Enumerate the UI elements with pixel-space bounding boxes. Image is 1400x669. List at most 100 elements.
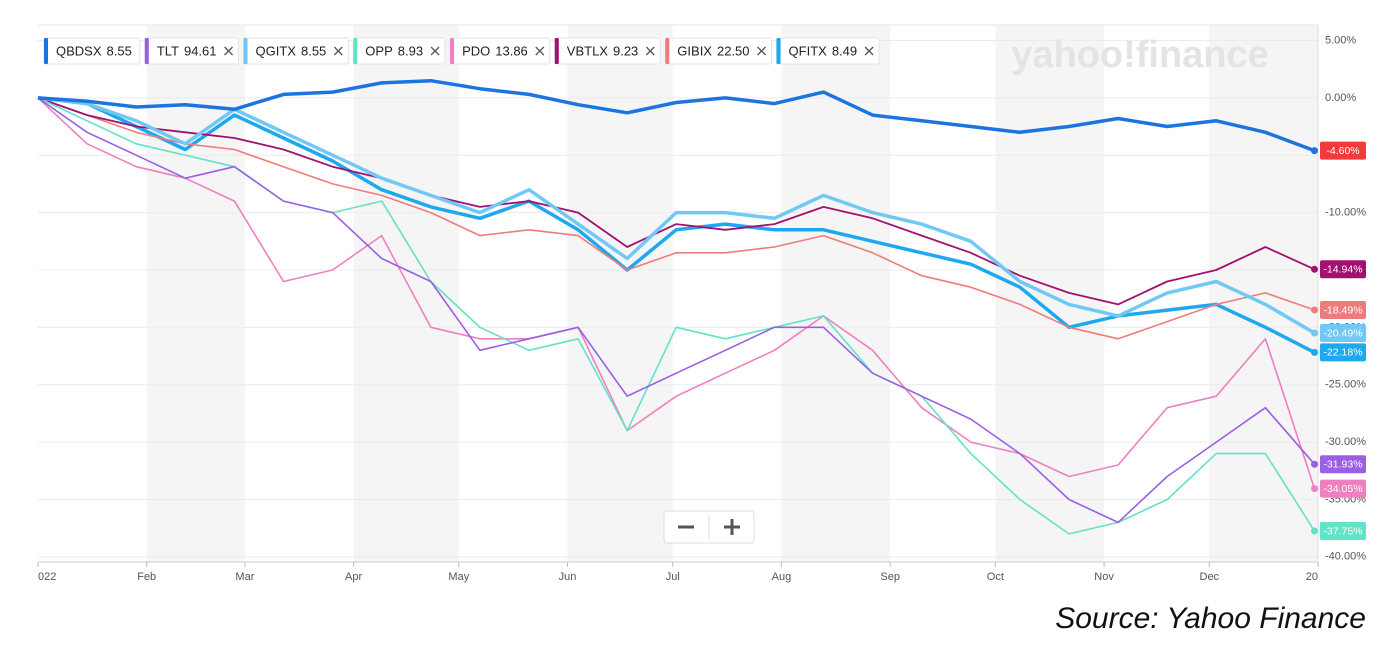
close-icon	[757, 46, 766, 56]
legend: QBDSX 8.55 TLT 94.61 QGITX 8.55 OPP 8.93 PDO 13.8…	[43, 37, 880, 65]
legend-swatch	[44, 38, 48, 64]
legend-remove[interactable]	[757, 46, 766, 56]
legend-remove[interactable]	[333, 46, 343, 56]
x-tick-label: Feb	[137, 571, 156, 583]
end-label-box	[1320, 301, 1366, 320]
legend-name: QGITX	[256, 43, 297, 58]
series-line	[37, 96, 1316, 354]
close-icon	[864, 46, 874, 56]
x-tick-label: Nov	[1094, 571, 1114, 583]
close-icon	[224, 46, 233, 56]
legend-item[interactable]: QBDSX 8.55	[43, 37, 141, 65]
legend-item[interactable]: QFITX 8.49	[776, 37, 880, 65]
end-label: -14.94%	[1323, 264, 1362, 276]
legend-quote: 9.23	[613, 43, 638, 58]
close-icon	[333, 46, 343, 56]
legend-remove[interactable]	[535, 46, 545, 56]
legend-swatch	[353, 38, 358, 64]
end-label: -18.49%	[1323, 304, 1362, 316]
legend-name: VBTLX	[567, 43, 609, 58]
x-tick-label: Sep	[880, 571, 900, 583]
legend-quote: 8.55	[107, 43, 132, 58]
x-tick-label: Jun	[559, 571, 577, 583]
zoom-in-button[interactable]	[724, 519, 740, 535]
y-tick-label: 0.00%	[1325, 92, 1356, 104]
end-label-box	[1320, 455, 1366, 474]
x-tick-label: Mar	[235, 571, 254, 583]
legend-swatch	[144, 38, 149, 64]
series-line	[37, 78, 1316, 153]
legend-quote: 8.55	[301, 43, 326, 58]
end-label-box	[1320, 141, 1366, 160]
series-line	[37, 97, 1316, 524]
y-tick-label: -40.00%	[1325, 551, 1366, 563]
legend-item[interactable]: TLT 94.61	[144, 37, 240, 65]
end-label-box	[1320, 522, 1366, 541]
legend-remove[interactable]	[430, 46, 440, 56]
legend-swatch	[665, 38, 670, 64]
legend-item[interactable]: GIBIX 22.50	[664, 37, 773, 65]
legend-item[interactable]: PDO 13.86	[449, 37, 551, 65]
end-label: -37.75%	[1323, 525, 1362, 537]
end-label-box	[1320, 343, 1366, 362]
legend-quote: 8.49	[832, 43, 857, 58]
legend-swatch	[554, 38, 559, 64]
legend-swatch	[450, 38, 455, 64]
legend-quote: 8.93	[398, 43, 423, 58]
end-label: -20.49%	[1323, 327, 1362, 339]
x-tick-label: Dec	[1200, 571, 1220, 583]
series-line	[37, 97, 1315, 340]
end-point	[1310, 265, 1318, 273]
y-tick-label: -10.00%	[1325, 207, 1366, 219]
end-labels: -4.60% -31.93% -20.49% -37.75% -34.05% -14.94…	[1310, 141, 1366, 541]
end-label-box	[1320, 260, 1366, 279]
close-icon	[535, 46, 545, 56]
end-point	[1310, 329, 1318, 337]
zoom-controls	[663, 510, 755, 544]
legend-remove[interactable]	[645, 46, 655, 56]
x-tick-label: May	[448, 571, 469, 583]
legend-swatch	[243, 38, 248, 64]
y-tick-label: -25.00%	[1325, 379, 1366, 391]
legend-quote: 22.50	[717, 43, 750, 58]
y-tick-label: 5.00%	[1325, 34, 1356, 46]
series-line	[37, 97, 1316, 489]
month-band	[353, 25, 459, 562]
legend-name: QFITX	[789, 43, 828, 58]
legend-item[interactable]: QGITX 8.55	[243, 37, 349, 65]
legend-quote: 94.61	[184, 43, 217, 58]
end-label: -22.18%	[1323, 347, 1362, 359]
close-icon	[430, 46, 440, 56]
watermark: yahoo!finance	[1011, 34, 1269, 76]
end-label: -31.93%	[1323, 459, 1362, 471]
legend-name: OPP	[365, 43, 392, 58]
legend-swatch	[776, 38, 781, 64]
month-band	[781, 25, 891, 562]
series-line	[37, 96, 1316, 335]
legend-item[interactable]: OPP 8.93	[352, 37, 446, 65]
end-point	[1310, 348, 1318, 356]
end-label-box	[1320, 323, 1366, 342]
end-point	[1310, 527, 1318, 535]
x-tick-label: 20	[1306, 571, 1318, 583]
legend-remove[interactable]	[224, 46, 233, 56]
end-point	[1310, 460, 1318, 468]
legend-name: PDO	[462, 43, 490, 58]
x-tick-label: Oct	[987, 571, 1004, 583]
x-tick-label: Apr	[345, 571, 362, 583]
x-tick-label: Jul	[666, 571, 680, 583]
legend-item[interactable]: VBTLX 9.23	[554, 37, 661, 65]
series-line	[37, 97, 1315, 306]
legend-name: QBDSX	[56, 43, 102, 58]
month-band	[567, 25, 673, 562]
end-label: -34.05%	[1323, 483, 1362, 495]
x-tick-label: Aug	[772, 571, 792, 583]
end-label: -4.60%	[1326, 145, 1359, 157]
legend-remove[interactable]	[864, 46, 874, 56]
legend-quote: 13.86	[495, 43, 528, 58]
end-point	[1310, 306, 1318, 314]
source-note: Source: Yahoo Finance	[1055, 602, 1366, 635]
legend-name: TLT	[157, 43, 179, 58]
